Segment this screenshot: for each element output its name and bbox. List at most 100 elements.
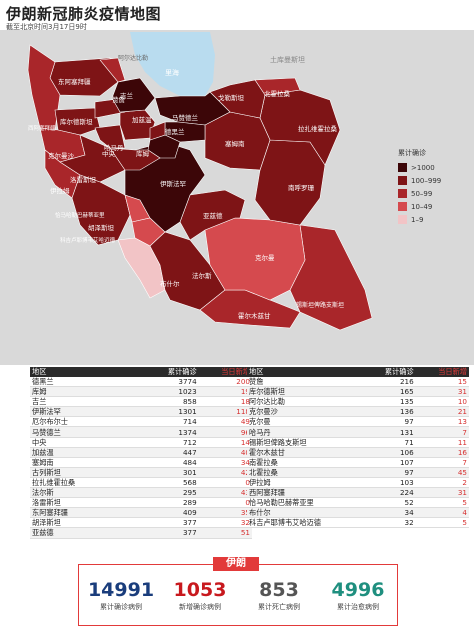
province-label: 锡斯坦俾路支斯坦 (296, 301, 344, 309)
new-cell: 96 (198, 426, 252, 438)
legend-label: 10–49 (411, 202, 433, 211)
total-cell: 32 (354, 517, 416, 529)
total-cell: 165 (354, 386, 416, 398)
table-row: 加兹温 447 40 (30, 447, 252, 458)
total-cell: 484 (137, 457, 199, 468)
new-cell: 15 (415, 377, 469, 388)
new-cell: 14 (198, 437, 252, 448)
new-cell: 11 (415, 437, 469, 448)
province-cell: 库尔德斯坦 (247, 386, 355, 398)
new-cell: 13 (415, 416, 469, 428)
total-cell: 106 (354, 447, 416, 458)
table-row: 吉兰 858 18 (30, 396, 252, 408)
total-stat: 14991 累计确诊病例 (83, 579, 159, 612)
new-cell: 35 (198, 507, 252, 519)
header-total: 累计确诊 (137, 367, 199, 377)
total-cell: 97 (354, 416, 416, 428)
new-cell: 45 (415, 467, 469, 478)
table-row: 南霍拉桑 107 7 (247, 457, 469, 468)
table-row: 德黑兰 3774 200 (30, 377, 252, 388)
province-cell: 伊拉姆 (247, 477, 355, 489)
table-row: 阿尔达比勒 135 10 (247, 396, 469, 408)
table-row: 法尔斯 295 43 (30, 487, 252, 499)
province-label: 伊拉姆 (50, 186, 70, 195)
total-stat: 853 累计死亡病例 (241, 579, 317, 612)
province-cell: 伊斯法罕 (30, 406, 138, 418)
legend-item: 10–49 (398, 200, 441, 213)
legend-label: 100–999 (411, 176, 442, 185)
province-cell: 哈马丹 (247, 426, 355, 438)
province-cell: 恰马哈勒巴赫蒂亚里 (247, 497, 355, 509)
table-row: 拉扎维霍拉桑 568 0 (30, 477, 252, 489)
total-cell: 447 (137, 447, 199, 458)
province-label: 马赞德兰 (172, 113, 199, 122)
total-cell: 103 (354, 477, 416, 489)
legend-item: 1–9 (398, 213, 441, 226)
legend-swatch (398, 163, 407, 172)
province-label: 北霍拉桑 (264, 89, 291, 98)
table-row: 库姆 1023 19 (30, 386, 252, 398)
legend: 累计确诊 >1000 100–999 50–99 10–49 1–9 (398, 148, 441, 226)
province-label: 法尔斯 (192, 271, 212, 280)
total-value: 14991 (87, 579, 155, 601)
province-cell: 胡泽斯坦 (30, 517, 138, 529)
legend-item: 100–999 (398, 174, 441, 187)
province-label: 科吉卢耶博韦艾哈迈德 (60, 236, 116, 244)
province-region (54, 107, 101, 136)
province-label: 克尔曼沙 (48, 151, 75, 160)
new-cell: 51 (198, 527, 252, 539)
legend-label: 1–9 (411, 215, 424, 224)
table-row: 厄尔布尔士 714 49 (30, 416, 252, 428)
total-cell: 135 (354, 396, 416, 408)
province-label: 胡泽斯坦 (88, 223, 115, 232)
province-region (109, 147, 161, 171)
province-cell: 古列斯坦 (30, 467, 138, 478)
province-label: 东阿塞拜疆 (58, 77, 91, 86)
new-cell: 10 (415, 396, 469, 408)
province-cell: 中央 (30, 437, 138, 448)
table-row: 霍尔木兹甘 106 16 (247, 447, 469, 458)
total-cell: 52 (354, 497, 416, 509)
legend-swatch (398, 202, 407, 211)
province-cell: 克尔曼 (247, 416, 355, 428)
data-table-left: 地区 累计确诊 当日新增 德黑兰 3774 200 库姆 1023 19 吉兰 858 18 伊斯… (30, 367, 252, 539)
header-province: 地区 (247, 367, 355, 377)
total-cell: 301 (137, 467, 199, 478)
table-row: 东阿塞拜疆 409 35 (30, 507, 252, 519)
new-cell: 16 (415, 447, 469, 458)
total-cell: 71 (354, 437, 416, 448)
legend-swatch (398, 176, 407, 185)
province-label: 库姆 (136, 149, 150, 158)
province-region (99, 57, 126, 83)
province-label: 拉扎维霍拉桑 (298, 124, 338, 133)
province-cell: 阿尔达比勒 (247, 396, 355, 408)
province-cell: 德黑兰 (30, 377, 138, 388)
new-cell: 21 (415, 406, 469, 418)
table-row: 哈马丹 131 7 (247, 426, 469, 438)
province-cell: 吉兰 (30, 396, 138, 408)
turkmenistan-label: 土库曼斯坦 (270, 55, 305, 64)
table-row: 西阿塞拜疆 224 31 (247, 487, 469, 499)
new-cell: 0 (198, 477, 252, 489)
new-cell: 2 (415, 477, 469, 489)
caspian-sea (130, 32, 215, 96)
province-label: 德黑兰 (165, 127, 185, 136)
header-province: 地区 (30, 367, 138, 377)
table-row: 古列斯坦 301 42 (30, 467, 252, 478)
province-cell: 亚兹德 (30, 527, 138, 539)
total-label: 累计治愈病例 (337, 603, 379, 611)
table-row: 洛雷斯坦 289 0 (30, 497, 252, 509)
total-label: 新增确诊病例 (179, 603, 221, 611)
total-cell: 409 (137, 507, 199, 519)
province-region (94, 124, 126, 149)
data-table-right: 地区 累计确诊 当日新增 赞詹 216 15 库尔德斯坦 165 31 阿尔达比勒 135 10… (247, 367, 469, 529)
total-stat: 4996 累计治愈病例 (320, 579, 396, 612)
table-row: 伊斯法罕 1301 118 (30, 406, 252, 418)
province-cell: 南霍拉桑 (247, 457, 355, 468)
new-cell: 5 (415, 517, 469, 529)
table-row: 伊拉姆 103 2 (247, 477, 469, 489)
legend-swatch (398, 189, 407, 198)
new-cell: 34 (198, 457, 252, 468)
total-cell: 858 (137, 396, 199, 408)
province-cell: 东阿塞拜疆 (30, 507, 138, 519)
